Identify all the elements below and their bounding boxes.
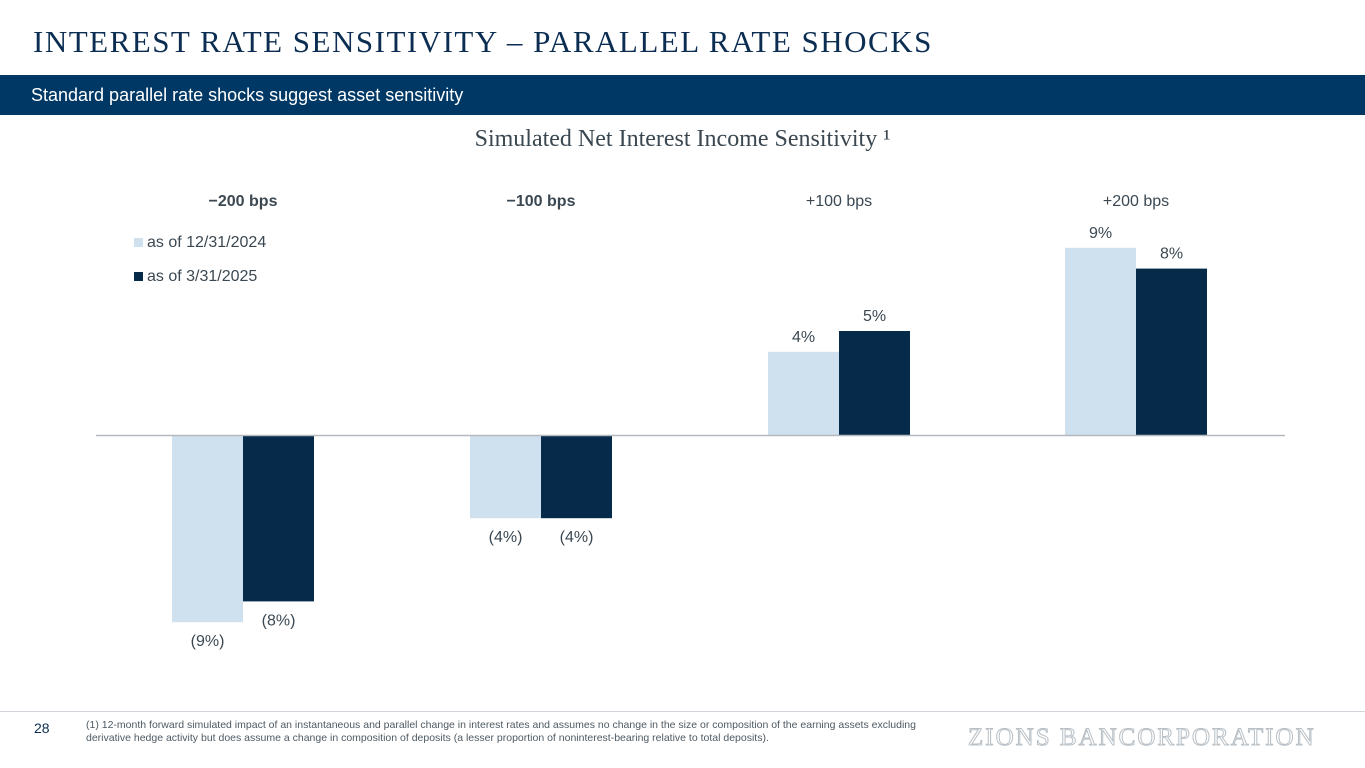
bar — [1065, 247, 1136, 435]
legend-label: as of 12/31/2024 — [147, 234, 266, 251]
bar — [470, 435, 541, 519]
category-label: −100 bps — [507, 193, 576, 210]
bar — [243, 435, 314, 602]
footnote: (1) 12-month forward simulated impact of… — [86, 719, 916, 744]
bar — [541, 435, 612, 519]
data-label: (4%) — [560, 529, 594, 546]
data-label: (9%) — [191, 633, 225, 650]
data-label: (8%) — [262, 612, 296, 629]
category-label: −200 bps — [209, 193, 278, 210]
bar — [172, 435, 243, 623]
page-title: INTEREST RATE SENSITIVITY – PARALLEL RAT… — [33, 24, 933, 59]
category-label: +100 bps — [806, 193, 872, 210]
page-number: 28 — [34, 720, 50, 736]
bar — [768, 351, 839, 435]
data-label: 8% — [1160, 246, 1183, 263]
legend-label: as of 3/31/2025 — [147, 268, 257, 285]
subtitle-banner: Standard parallel rate shocks suggest as… — [0, 75, 1365, 115]
footer-divider — [0, 711, 1365, 712]
bar — [839, 331, 910, 435]
category-label: +200 bps — [1103, 193, 1169, 210]
data-label: 5% — [863, 308, 886, 325]
legend-swatch — [134, 238, 143, 247]
data-label: (4%) — [489, 529, 523, 546]
company-logo: ZIONS BANCORPORATION — [968, 724, 1316, 752]
data-label: 9% — [1089, 225, 1112, 242]
bar — [1136, 268, 1207, 435]
data-label: 4% — [792, 329, 815, 346]
subtitle-text: Standard parallel rate shocks suggest as… — [31, 85, 464, 105]
chart-title: Simulated Net Interest Income Sensitivit… — [474, 126, 891, 152]
legend-swatch — [134, 272, 143, 281]
